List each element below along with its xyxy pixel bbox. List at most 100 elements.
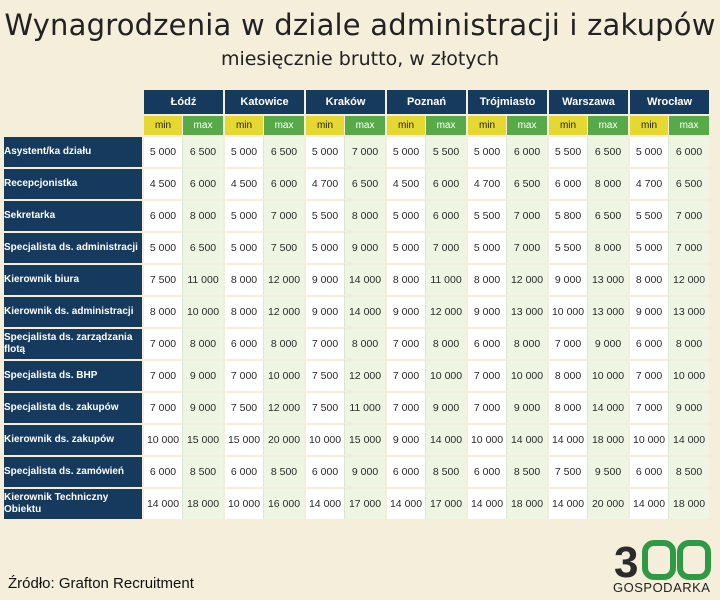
max-salary-cell: 6 500	[182, 135, 224, 167]
min-salary-cell: 6 000	[142, 199, 182, 231]
min-salary-cell: 5 000	[385, 199, 426, 231]
max-salary-cell: 8 000	[344, 199, 386, 231]
table-row: Specjalista ds. administracji 5 000 6 500 5…	[4, 231, 710, 263]
max-salary-cell: 10 000	[263, 359, 305, 391]
max-salary-cell: 7 000	[668, 199, 710, 231]
min-salary-cell: 7 000	[628, 391, 669, 423]
table-row: Specjalista ds. zarządzania flotą 7 000 8 …	[4, 327, 710, 359]
table-corner	[4, 114, 142, 135]
min-salary-cell: 5 000	[223, 199, 264, 231]
max-salary-cell: 14 000	[506, 423, 548, 455]
min-salary-cell: 8 000	[628, 263, 669, 295]
max-salary-cell: 10 000	[425, 359, 467, 391]
max-salary-cell: 9 000	[425, 391, 467, 423]
max-salary-cell: 6 500	[587, 135, 629, 167]
max-salary-cell: 9 000	[668, 391, 710, 423]
min-salary-cell: 14 000	[547, 423, 588, 455]
min-salary-cell: 4 500	[223, 167, 264, 199]
min-salary-cell: 8 000	[385, 263, 426, 295]
min-salary-cell: 5 000	[385, 231, 426, 263]
min-salary-cell: 5 500	[547, 135, 588, 167]
min-salary-cell: 14 000	[304, 487, 345, 519]
max-salary-cell: 5 500	[425, 135, 467, 167]
min-salary-cell: 5 000	[142, 231, 182, 263]
role-label: Asystent/ka działu	[4, 135, 142, 167]
city-header: Wrocław	[628, 90, 710, 114]
max-salary-cell: 7 000	[506, 231, 548, 263]
role-label: Kierownik ds. administracji	[4, 295, 142, 327]
city-header: Trójmiasto	[466, 90, 548, 114]
role-label: Kierownik Techniczny Obiektu	[4, 487, 142, 519]
max-header: max	[263, 114, 305, 135]
table-row: Specjalista ds. zakupów 7 000 9 000 7 500 12…	[4, 391, 710, 423]
max-salary-cell: 7 500	[263, 231, 305, 263]
min-salary-cell: 6 000	[142, 455, 182, 487]
max-salary-cell: 8 000	[506, 327, 548, 359]
min-salary-cell: 4 700	[304, 167, 345, 199]
min-salary-cell: 6 000	[628, 455, 669, 487]
max-salary-cell: 8 500	[425, 455, 467, 487]
max-salary-cell: 12 000	[506, 263, 548, 295]
min-salary-cell: 5 500	[304, 199, 345, 231]
min-salary-cell: 6 000	[466, 327, 507, 359]
min-salary-cell: 8 000	[142, 295, 182, 327]
max-salary-cell: 9 000	[182, 391, 224, 423]
max-salary-cell: 8 000	[344, 327, 386, 359]
min-salary-cell: 5 000	[223, 231, 264, 263]
max-salary-cell: 7 000	[668, 231, 710, 263]
max-salary-cell: 8 500	[263, 455, 305, 487]
max-salary-cell: 8 000	[425, 327, 467, 359]
max-salary-cell: 12 000	[668, 263, 710, 295]
min-salary-cell: 5 500	[628, 199, 669, 231]
max-salary-cell: 14 000	[344, 295, 386, 327]
min-salary-cell: 14 000	[547, 487, 588, 519]
max-header: max	[344, 114, 386, 135]
min-salary-cell: 5 800	[547, 199, 588, 231]
role-label: Kierownik biura	[4, 263, 142, 295]
min-salary-cell: 8 000	[547, 391, 588, 423]
max-salary-cell: 7 000	[263, 199, 305, 231]
max-salary-cell: 14 000	[425, 423, 467, 455]
role-label: Specjalista ds. zakupów	[4, 391, 142, 423]
max-salary-cell: 12 000	[263, 391, 305, 423]
min-salary-cell: 7 000	[142, 391, 182, 423]
role-label: Specjalista ds. zarządzania flotą	[4, 327, 142, 359]
max-salary-cell: 18 000	[668, 487, 710, 519]
role-label: Specjalista ds. administracji	[4, 231, 142, 263]
min-salary-cell: 14 000	[466, 487, 507, 519]
max-salary-cell: 13 000	[668, 295, 710, 327]
min-salary-cell: 8 000	[547, 359, 588, 391]
city-header: Poznań	[385, 90, 467, 114]
min-salary-cell: 7 000	[466, 391, 507, 423]
max-salary-cell: 8 500	[182, 455, 224, 487]
max-salary-cell: 15 000	[182, 423, 224, 455]
page-title: Wynagrodzenia w dziale administracji i z…	[4, 8, 716, 42]
max-salary-cell: 20 000	[587, 487, 629, 519]
min-salary-cell: 7 000	[547, 327, 588, 359]
max-salary-cell: 9 500	[587, 455, 629, 487]
max-salary-cell: 11 000	[425, 263, 467, 295]
max-salary-cell: 14 000	[587, 391, 629, 423]
salary-table: Łódź Katowice Kraków Poznań Trójmiasto W…	[4, 90, 710, 519]
role-label: Sekretarka	[4, 199, 142, 231]
min-salary-cell: 14 000	[628, 487, 669, 519]
max-salary-cell: 6 500	[506, 167, 548, 199]
min-salary-cell: 5 000	[223, 135, 264, 167]
min-salary-cell: 9 000	[385, 423, 426, 455]
max-salary-cell: 7 000	[344, 135, 386, 167]
max-salary-cell: 8 000	[182, 327, 224, 359]
min-salary-cell: 10 000	[547, 295, 588, 327]
min-salary-cell: 5 000	[304, 135, 345, 167]
max-salary-cell: 8 000	[587, 231, 629, 263]
minmax-header-row: min max min max min max min max min max …	[4, 114, 710, 135]
max-salary-cell: 20 000	[263, 423, 305, 455]
min-salary-cell: 6 000	[304, 455, 345, 487]
min-salary-cell: 5 000	[466, 135, 507, 167]
max-salary-cell: 9 000	[344, 455, 386, 487]
max-salary-cell: 6 500	[182, 231, 224, 263]
table-row: Kierownik biura 7 500 11 000 8 000 12 000 9 0…	[4, 263, 710, 295]
min-salary-cell: 7 000	[385, 359, 426, 391]
min-header: min	[385, 114, 426, 135]
min-header: min	[628, 114, 669, 135]
min-salary-cell: 4 700	[628, 167, 669, 199]
